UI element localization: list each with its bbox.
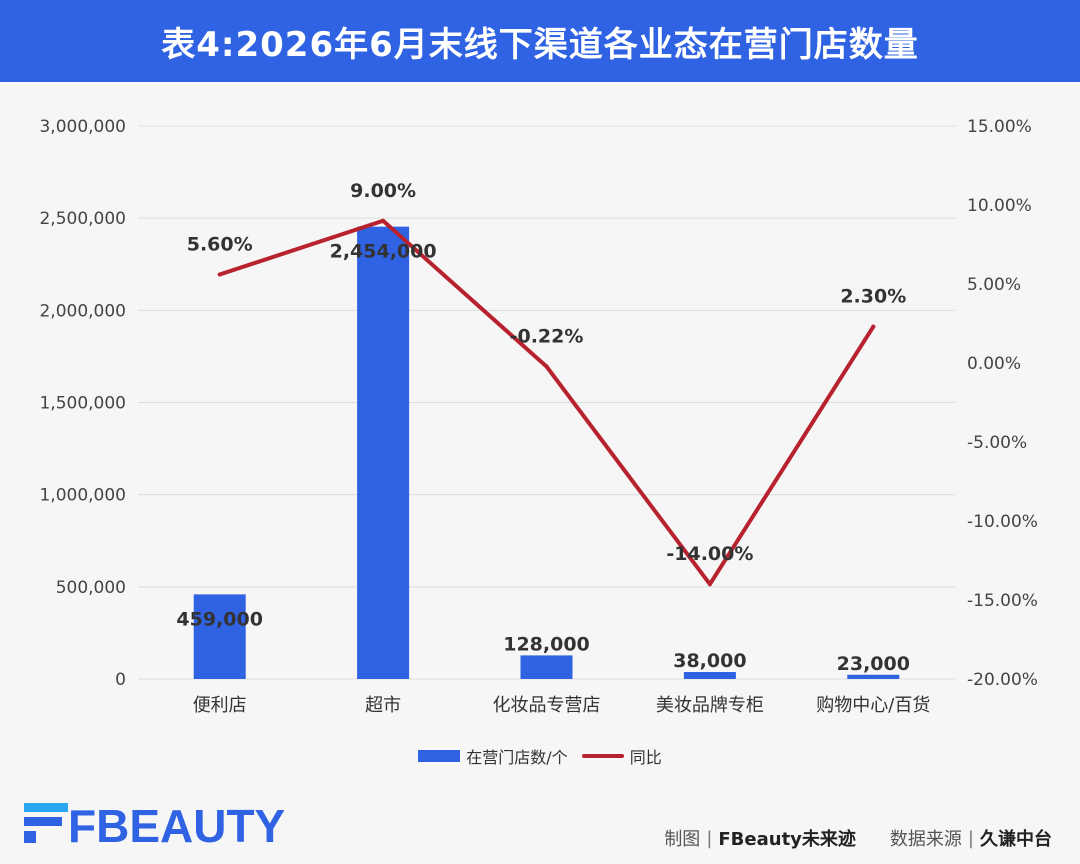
bar-data-label: 459,000 xyxy=(176,608,263,630)
y-right-tick-label: -20.00% xyxy=(967,670,1038,690)
y-right-tick-label: -15.00% xyxy=(967,591,1038,611)
legend-item-line[interactable]: 同比 xyxy=(581,744,662,768)
chart-title: 表4:2026年6月末线下渠道各业态在营门店数量 xyxy=(161,24,919,65)
y-right-tick-label: -10.00% xyxy=(967,512,1038,532)
chart-title-banner: 表4:2026年6月末线下渠道各业态在营门店数量 xyxy=(0,0,1080,82)
y-right-tick-label: 10.00% xyxy=(967,196,1032,216)
x-category-label: 超市 xyxy=(365,695,401,716)
y-left-tick-label: 500,000 xyxy=(56,578,126,598)
y-right-tick-label: 15.00% xyxy=(967,117,1032,137)
line-data-label: -0.22% xyxy=(510,325,584,347)
footer-credit: 制图 | FBeauty未来迹 数据来源 | 久谦中台 xyxy=(664,825,1052,851)
y-left-tick-label: 2,500,000 xyxy=(39,209,126,229)
legend-item-bar[interactable]: 在营门店数/个 xyxy=(418,744,568,768)
bar xyxy=(520,655,573,679)
x-category-label: 便利店 xyxy=(193,695,247,716)
y-right-tick-label: -5.00% xyxy=(967,433,1027,453)
bar xyxy=(683,671,736,679)
yoy-point xyxy=(544,364,549,369)
y-left-tick-label: 0 xyxy=(115,670,126,690)
yoy-point xyxy=(381,218,386,223)
bar-data-label: 38,000 xyxy=(673,650,746,672)
combo-chart: 0 500,000 1,000,000 1,500,000 2,000,000 2,500… xyxy=(39,117,1038,716)
legend-bar-swatch xyxy=(418,750,461,762)
legend-line-label: 同比 xyxy=(629,748,662,767)
y-right-tick-label: 5.00% xyxy=(967,275,1021,295)
bar-data-label: 2,454,000 xyxy=(330,241,437,263)
y-left-tick-label: 1,500,000 xyxy=(39,394,126,414)
made-by: FBeauty未来迹 xyxy=(718,829,856,850)
bar-data-label: 23,000 xyxy=(837,653,910,675)
separator: | xyxy=(706,827,713,849)
y-left-tick-label: 1,000,000 xyxy=(39,486,126,506)
bar xyxy=(357,226,410,679)
line-data-label: 2.30% xyxy=(840,286,906,308)
legend-bar-label: 在营门店数/个 xyxy=(466,748,568,767)
source: 久谦中台 xyxy=(980,829,1052,850)
y-right-tick-label: 0.00% xyxy=(967,354,1021,374)
bar xyxy=(193,594,246,679)
y-left-tick-label: 2,000,000 xyxy=(39,301,126,321)
legend-line-swatch xyxy=(581,754,624,758)
logo-wordmark: FBEAUTY xyxy=(68,800,284,847)
yoy-point xyxy=(217,272,222,277)
bar xyxy=(847,674,900,679)
made-by-label: 制图 xyxy=(664,829,701,850)
chart-legend: 在营门店数/个 同比 xyxy=(0,744,1080,768)
x-category-label: 购物中心/百货 xyxy=(816,695,930,716)
line-data-label: 5.60% xyxy=(187,234,253,256)
bar-data-label: 128,000 xyxy=(503,633,590,655)
yoy-point xyxy=(707,582,712,587)
y-left-tick-label: 3,000,000 xyxy=(39,117,126,137)
x-category-label: 美妆品牌专柜 xyxy=(656,695,764,716)
yoy-point xyxy=(871,324,876,329)
source-label: 数据来源 xyxy=(889,829,962,850)
line-data-label: -14.00% xyxy=(666,543,753,565)
x-category-label: 化妆品专营店 xyxy=(493,695,601,716)
fbeauty-logo: FBEAUTY xyxy=(24,800,284,847)
separator: | xyxy=(967,827,974,849)
line-data-label: 9.00% xyxy=(350,180,416,202)
